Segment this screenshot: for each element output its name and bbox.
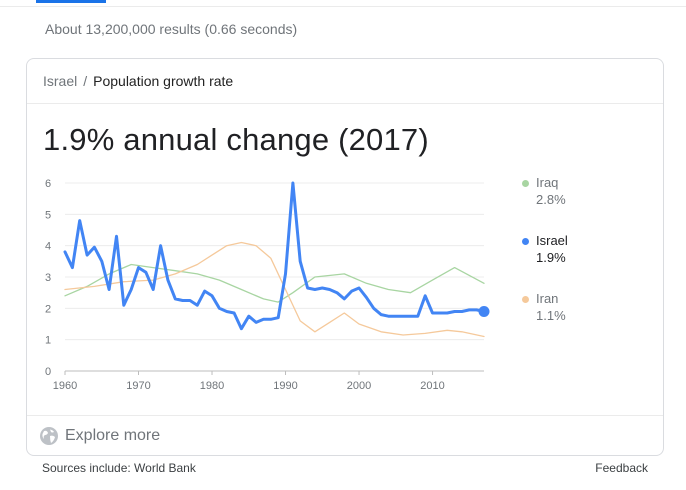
breadcrumb-separator: /	[83, 73, 88, 89]
y-tick-label: 6	[45, 178, 51, 190]
legend-name: Iraq	[536, 175, 559, 190]
y-tick-label: 4	[45, 241, 51, 253]
y-tick-label: 5	[45, 209, 51, 221]
legend-dot-israel	[522, 238, 529, 245]
breadcrumb-current: Population growth rate	[93, 73, 234, 89]
series-line-iraq	[64, 263, 485, 303]
x-tick-label: 2000	[347, 380, 371, 392]
series-endpoint-israel	[478, 305, 490, 317]
knowledge-card: Israel / Population growth rate 1.9% annua…	[26, 58, 664, 456]
legend-name: Israel	[536, 233, 568, 248]
legend-dot-iran	[522, 296, 529, 303]
breadcrumb-parent-link[interactable]: Israel	[43, 73, 78, 89]
series-line-iran	[64, 241, 485, 338]
active-tab-indicator	[36, 0, 106, 3]
x-tick-label: 1990	[273, 380, 297, 392]
legend-dot-iraq	[522, 180, 529, 187]
legend-value: 1.9%	[536, 250, 566, 265]
explore-more-button[interactable]: Explore more	[39, 424, 160, 448]
y-tick-label: 2	[45, 303, 51, 315]
header-divider	[0, 6, 686, 7]
feedback-link[interactable]: Feedback	[595, 461, 648, 475]
explore-more-label: Explore more	[65, 427, 161, 444]
y-tick-label: 1	[45, 335, 51, 347]
legend-value: 2.8%	[536, 192, 566, 207]
legend-value: 1.1%	[536, 308, 566, 323]
result-stats: About 13,200,000 results (0.66 seconds)	[45, 21, 298, 37]
card-footer-divider	[27, 415, 663, 416]
sources-note: Sources include: World Bank	[42, 461, 196, 475]
legend-name: Iran	[536, 291, 559, 306]
x-tick-label: 1970	[126, 380, 150, 392]
x-tick-label: 1980	[200, 380, 224, 392]
y-tick-label: 0	[45, 366, 51, 378]
card-divider	[27, 103, 663, 104]
breadcrumb: Israel / Population growth rate	[43, 73, 233, 89]
page-title: 1.9% annual change (2017)	[43, 122, 429, 157]
globe-icon	[40, 427, 58, 445]
population-growth-chart[interactable]: 0 1 2 3 4 5 6 1960 1970 1980 1990 2000 2010	[27, 59, 663, 415]
x-tick-label: 1960	[53, 380, 77, 392]
series-line-israel	[63, 181, 486, 331]
y-tick-label: 3	[45, 272, 51, 284]
x-tick-label: 2010	[420, 380, 444, 392]
